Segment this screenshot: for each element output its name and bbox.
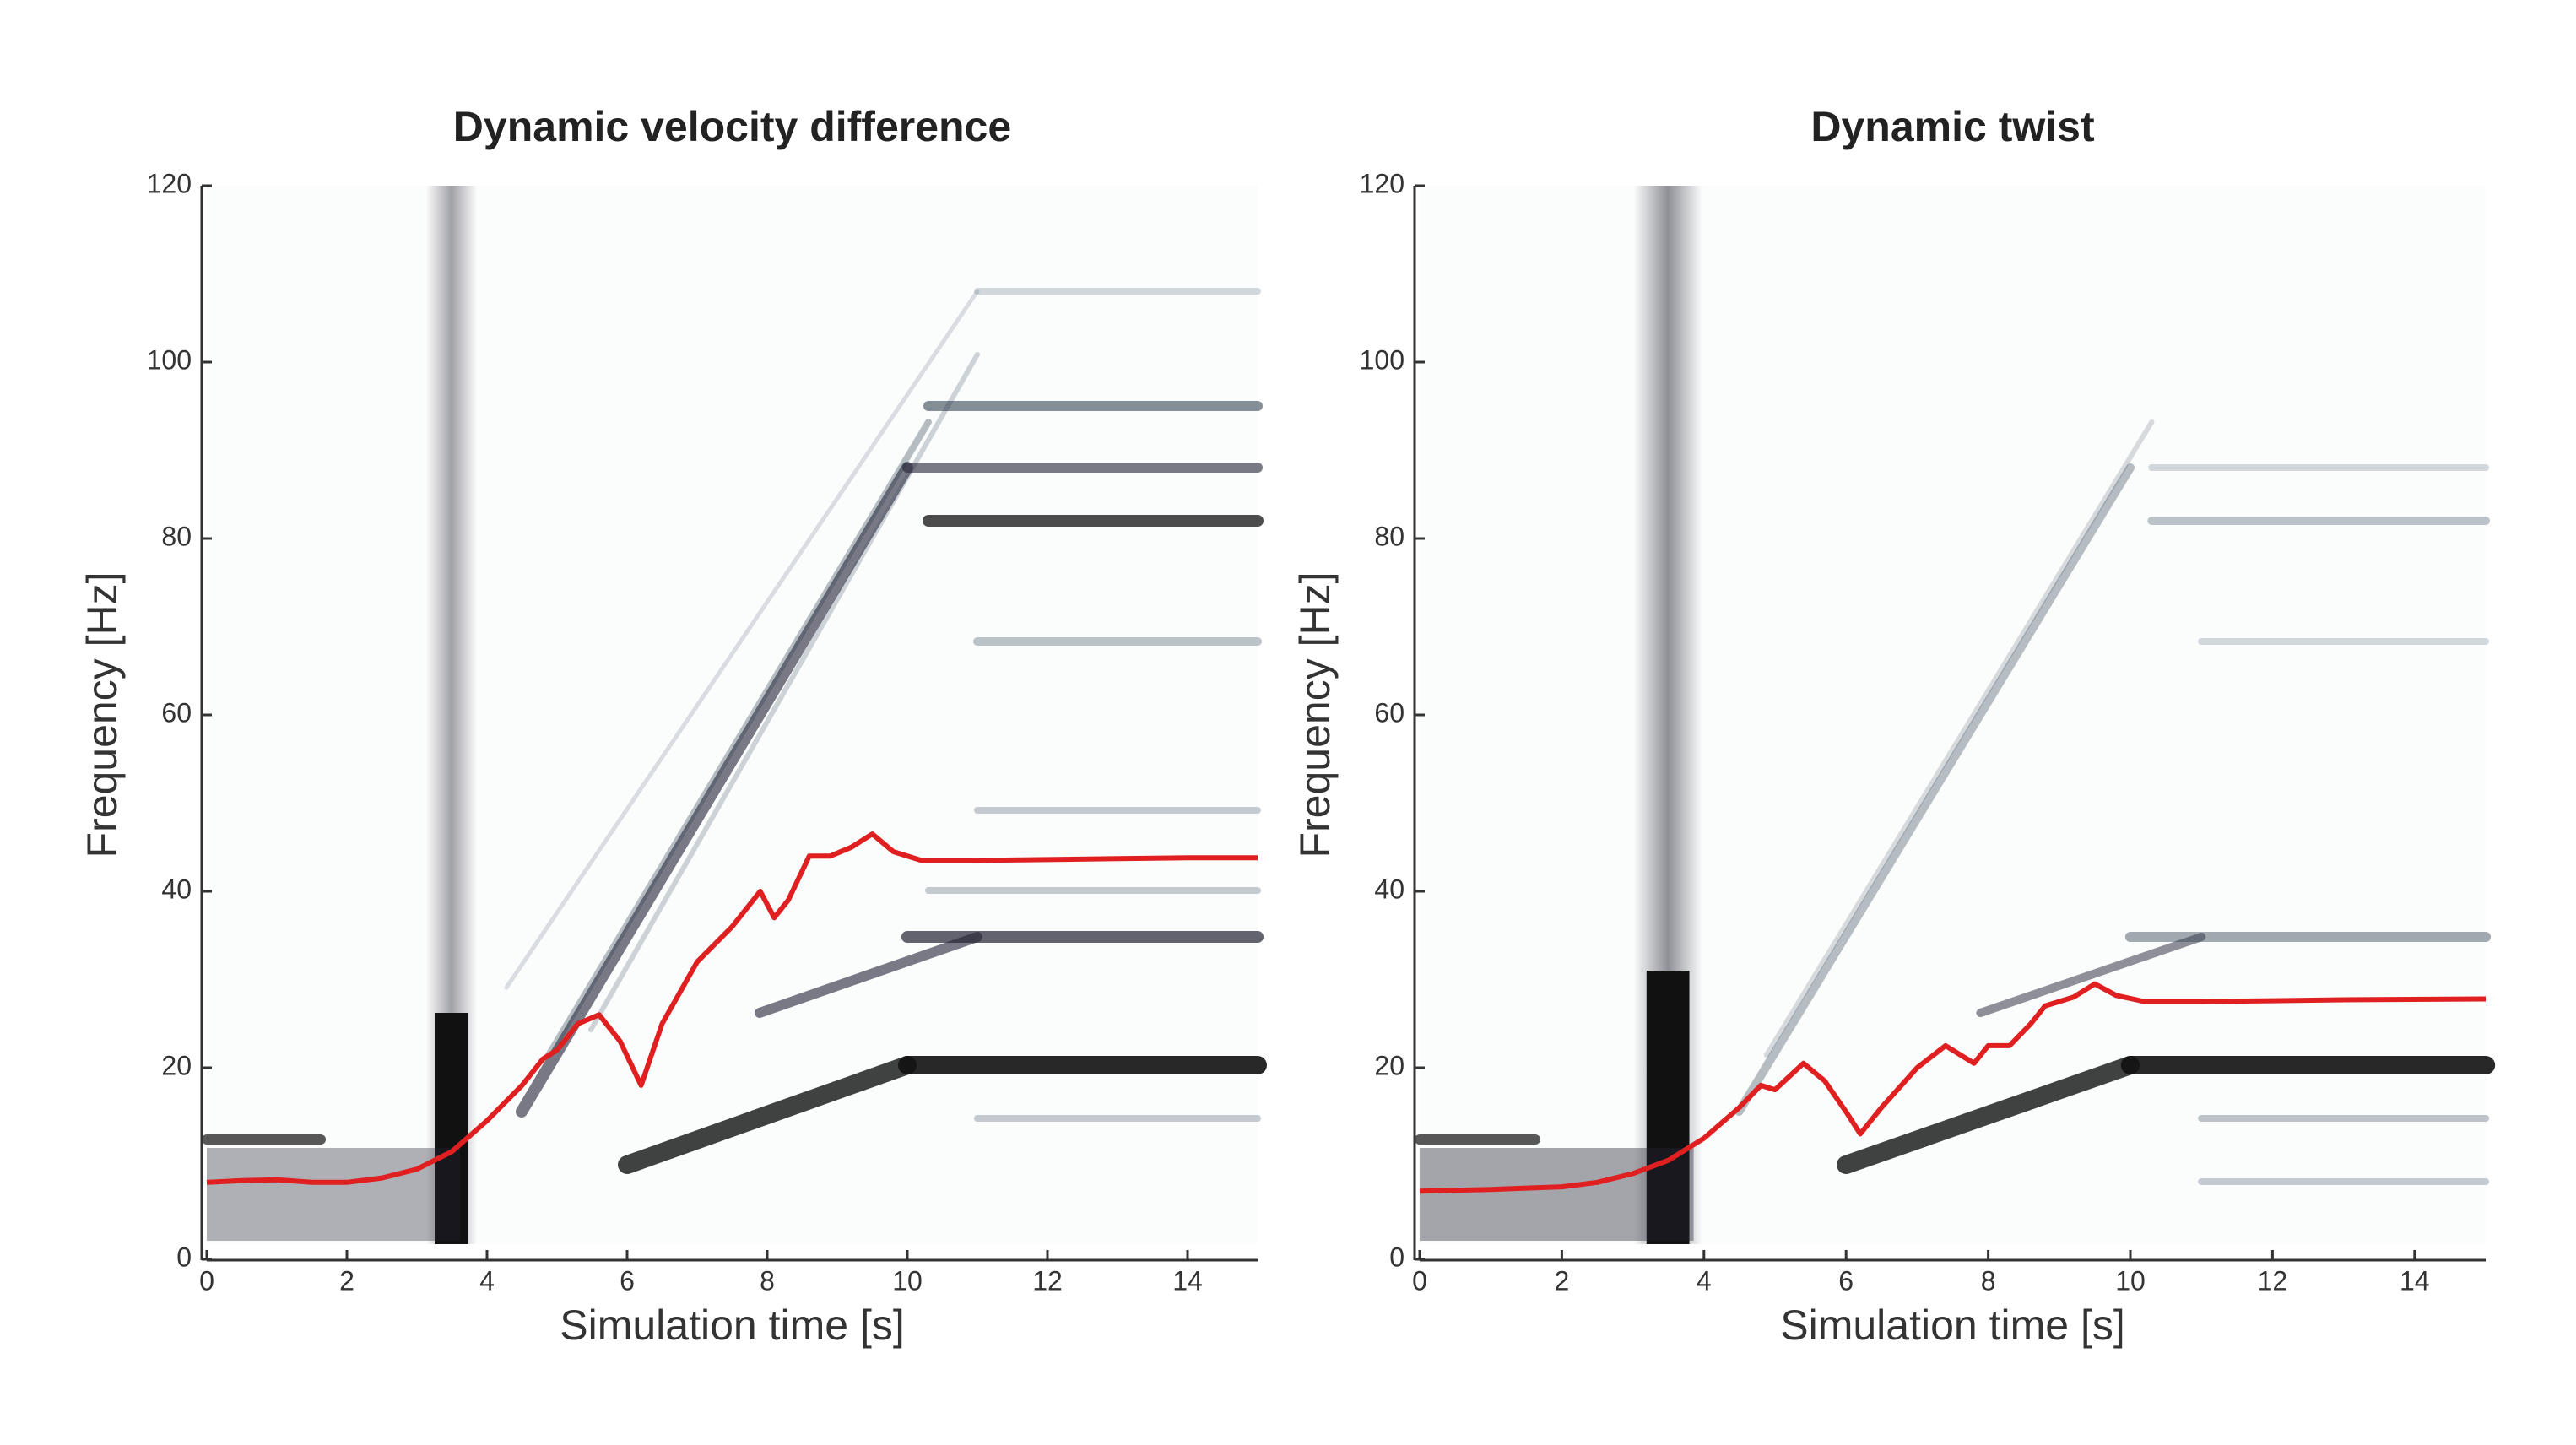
y-tick-label: 80	[161, 521, 192, 551]
x-tick-label: 6	[1838, 1265, 1854, 1296]
x-tick-label: 4	[479, 1265, 495, 1296]
x-tick-label: 14	[2400, 1265, 2430, 1296]
y-tick-label: 60	[1374, 697, 1404, 728]
x-tick-label: 12	[1032, 1265, 1063, 1296]
x-axis-label: Simulation time [s]	[560, 1302, 904, 1349]
y-tick-label: 120	[1360, 168, 1404, 198]
chart-title: Dynamic velocity difference	[453, 103, 1011, 150]
x-tick-label: 10	[892, 1265, 923, 1296]
spectrogram-background	[1414, 186, 2496, 1244]
spectrogram-background	[202, 186, 1267, 1244]
chart-title: Dynamic twist	[1810, 103, 2095, 150]
x-tick-label: 4	[1697, 1265, 1712, 1296]
x-tick-label: 8	[1981, 1265, 1996, 1296]
x-tick-label: 0	[199, 1265, 214, 1296]
y-tick-label: 100	[147, 344, 192, 375]
x-tick-label: 0	[1412, 1265, 1427, 1296]
x-tick-label: 14	[1172, 1265, 1203, 1296]
x-tick-label: 6	[620, 1265, 635, 1296]
x-tick-label: 2	[1555, 1265, 1570, 1296]
x-tick-label: 2	[339, 1265, 354, 1296]
y-axis-label: Frequency [Hz]	[78, 571, 126, 858]
x-tick-label: 12	[2258, 1265, 2288, 1296]
line-series	[206, 831, 1258, 1185]
y-tick-label: 40	[1374, 874, 1404, 904]
y-tick-label: 80	[1374, 521, 1404, 551]
y-tick-label: 0	[176, 1242, 192, 1272]
y-tick-label: 100	[1360, 344, 1404, 375]
line-series	[1419, 981, 2487, 1194]
y-axis-label: Frequency [Hz]	[1291, 571, 1339, 858]
y-tick-label: 20	[1374, 1050, 1404, 1080]
y-tick-label: 0	[1389, 1242, 1404, 1272]
y-tick-label: 60	[161, 697, 192, 728]
y-tick-label: 20	[161, 1050, 192, 1080]
x-tick-label: 8	[760, 1265, 775, 1296]
y-tick-label: 120	[147, 168, 192, 198]
y-tick-label: 40	[161, 874, 192, 904]
x-tick-label: 10	[2115, 1265, 2146, 1296]
x-axis-label: Simulation time [s]	[1780, 1302, 2124, 1349]
